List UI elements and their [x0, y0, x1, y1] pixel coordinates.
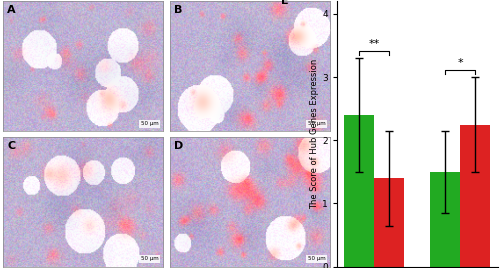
- Text: **: **: [368, 39, 380, 49]
- Text: A: A: [8, 5, 16, 15]
- Bar: [430, 172, 460, 267]
- Bar: [374, 178, 404, 267]
- Text: E: E: [280, 0, 288, 6]
- Text: 50 µm: 50 µm: [140, 256, 158, 262]
- Text: B: B: [174, 5, 183, 15]
- Text: 50 µm: 50 µm: [308, 121, 326, 126]
- Text: 50 µm: 50 µm: [140, 121, 158, 126]
- Text: C: C: [8, 140, 16, 151]
- Text: D: D: [174, 140, 184, 151]
- Text: 50 µm: 50 µm: [308, 256, 326, 262]
- Y-axis label: The Score of Hub Genes Expression: The Score of Hub Genes Expression: [310, 59, 319, 209]
- Bar: [460, 125, 490, 267]
- Bar: [344, 115, 374, 267]
- Text: *: *: [458, 58, 463, 68]
